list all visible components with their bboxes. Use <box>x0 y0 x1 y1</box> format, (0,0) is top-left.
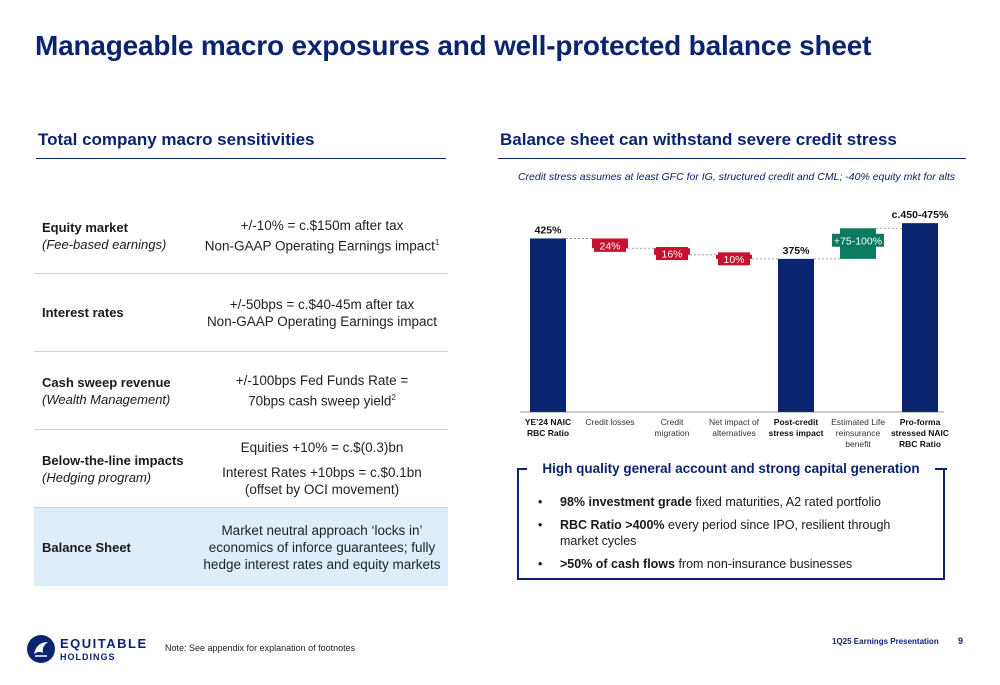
data-label-box <box>656 247 688 261</box>
list-item: • >50% of cash flows from non-insurance b… <box>538 557 853 571</box>
row-value: +/-10% = c.$150m after tax Non-GAAP Oper… <box>204 217 440 254</box>
logo-subtitle: HOLDINGS <box>60 652 116 662</box>
divider <box>498 158 966 159</box>
chart-bar <box>530 238 566 412</box>
table-row: Interest rates +/-50bps = c.$40-45m afte… <box>34 274 448 352</box>
data-label: c.450-475% <box>892 209 949 221</box>
row-value: Market neutral approach ‘locks in’ econo… <box>203 522 441 572</box>
data-label-box <box>594 238 626 252</box>
waterfall-chart: 425% 24% 16% 10% 375% +75-100% c.450-475% YE’2… <box>512 200 952 455</box>
quality-bullets: • 98% investment grade fixed maturities, … <box>538 494 918 579</box>
footnote-text: Note: See appendix for explanation of fo… <box>165 643 356 653</box>
table-row: Balance Sheet Market neutral approach ‘l… <box>34 508 448 586</box>
quality-title: High quality general account and strong … <box>530 461 932 476</box>
data-label-box <box>832 233 884 247</box>
sensitivities-heading: Total company macro sensitivities <box>38 130 315 149</box>
data-label-box <box>718 252 750 266</box>
chart-bar <box>778 258 814 412</box>
table-row: Cash sweep revenue (Wealth Management) +… <box>34 352 448 430</box>
category-label: Pro-forma stressed NAIC RBC Ratio <box>890 417 950 449</box>
bullet-icon: • <box>538 495 543 509</box>
divider <box>36 158 446 159</box>
data-label: +75-100% <box>834 235 882 247</box>
bullet-icon: • <box>538 518 543 532</box>
logo-wordmark: EQUITABLE <box>60 636 148 651</box>
data-label: 375% <box>783 245 811 257</box>
list-item: • RBC Ratio >400% every period since IPO,… <box>538 518 891 548</box>
row-label: Balance Sheet <box>42 539 131 555</box>
bullet-icon: • <box>538 557 543 571</box>
category-label: Net impact of alternatives <box>708 417 760 438</box>
category-label: Credit migration <box>654 417 690 438</box>
equitable-logo-icon <box>27 635 55 663</box>
chart-plot: 425% 24% 16% 10% 375% +75-100% c.450-475% <box>520 209 949 413</box>
row-value: Equities +10% = c.$(0.3)bn Interest Rate… <box>222 440 422 497</box>
category-label: Post-credit stress impact <box>768 417 824 438</box>
data-label: 425% <box>535 224 563 236</box>
row-value: +/-50bps = c.$40-45m after tax Non-GAAP … <box>206 296 438 329</box>
category-label: YE’24 NAIC RBC Ratio <box>524 417 572 438</box>
table-row: Below-the-line impacts (Hedging program)… <box>34 430 448 508</box>
chart-note: Credit stress assumes at least GFC for I… <box>517 171 955 183</box>
box-border <box>935 468 947 470</box>
box-border <box>517 468 527 470</box>
category-label: Credit losses <box>585 417 635 427</box>
row-label: Cash sweep revenue (Wealth Management) <box>42 374 171 407</box>
row-value: +/-100bps Fed Funds Rate = 70bps cash sw… <box>235 372 409 409</box>
credit-stress-heading: Balance sheet can withstand severe credi… <box>500 130 897 149</box>
data-label: 16% <box>661 249 682 261</box>
chart-bar <box>902 223 938 412</box>
page-number: 9 <box>958 636 964 646</box>
page-title: Manageable macro exposures and well-prot… <box>35 30 872 61</box>
data-label: 10% <box>723 254 744 266</box>
row-label: Interest rates <box>42 305 124 320</box>
table-row: Equity market (Fee-based earnings) +/-10… <box>34 198 448 274</box>
sensitivities-table: Equity market (Fee-based earnings) +/-10… <box>34 198 448 586</box>
list-item: • 98% investment grade fixed maturities, … <box>538 495 881 509</box>
row-label: Below-the-line impacts (Hedging program) <box>42 452 184 485</box>
presentation-name: 1Q25 Earnings Presentation <box>832 637 939 646</box>
row-label: Equity market (Fee-based earnings) <box>42 219 167 252</box>
data-label: 24% <box>599 240 620 252</box>
category-label: Estimated Life reinsurance benefit <box>831 417 885 449</box>
quality-box <box>517 468 945 580</box>
